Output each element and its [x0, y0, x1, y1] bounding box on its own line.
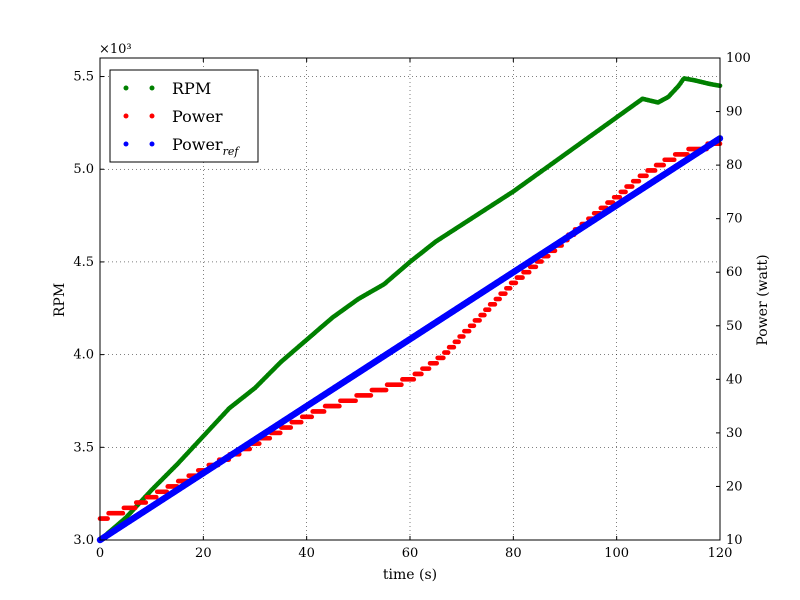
data-point [652, 168, 658, 173]
data-point [309, 414, 315, 420]
y-tick-label: 5.0 [73, 162, 94, 177]
y2-tick-label: 70 [726, 212, 743, 227]
data-point [461, 334, 466, 339]
data-point [503, 291, 508, 296]
data-point [153, 494, 159, 500]
legend-marker [149, 85, 155, 91]
data-point [451, 344, 457, 350]
y-tick-label: 5.5 [73, 70, 94, 85]
legend-box [109, 69, 259, 163]
data-point [644, 173, 649, 179]
data-point [143, 500, 149, 505]
data-point [337, 403, 342, 409]
y2-tick-label: 60 [726, 265, 743, 280]
data-point [513, 280, 519, 286]
data-point [520, 275, 525, 280]
data-point [486, 307, 492, 313]
data-point [671, 157, 677, 163]
axis-ticks: 0 20 40 60 80 100 120 3.0 3.5 4.0 4.5 5.0 5.5 10 20 30 4… [73, 51, 751, 561]
data-point [497, 296, 502, 302]
y2-tick-label: 50 [726, 319, 743, 334]
legend-label: Power [172, 107, 223, 126]
data-point [277, 430, 283, 436]
x-axis-title: time (s) [383, 567, 437, 583]
legend-marker [149, 113, 155, 119]
data-point [661, 162, 667, 168]
data-point [353, 398, 358, 404]
series-2 [96, 135, 724, 544]
data-point [247, 446, 253, 452]
data-point [383, 387, 389, 393]
data-point [298, 419, 304, 425]
y2-tick-label: 80 [726, 158, 743, 173]
legend-marker [123, 113, 129, 119]
y2-tick-label: 90 [726, 105, 743, 120]
data-point [426, 366, 432, 371]
data-point [288, 425, 294, 430]
data-point [471, 323, 477, 329]
data-point [120, 510, 126, 516]
data-point [617, 194, 623, 200]
data-point [434, 360, 440, 366]
data-point [507, 285, 513, 291]
x-tick-label: 60 [402, 546, 419, 561]
y2-tick-label: 30 [726, 426, 743, 441]
x-tick-label: 100 [604, 546, 629, 561]
data-point [539, 259, 544, 264]
data-point [546, 253, 551, 259]
y-axis-multiplier: ×10³ [99, 42, 132, 57]
data-point [419, 371, 424, 377]
data-point [256, 441, 262, 446]
y-tick-label: 4.0 [73, 348, 94, 363]
x-tick-label: 20 [195, 546, 212, 561]
legend-marker [149, 141, 155, 147]
y-axis-title: RPM [52, 283, 68, 317]
y2-tick-label: 100 [726, 51, 751, 66]
data-point [368, 393, 374, 398]
legend-marker [123, 141, 129, 147]
legend-label: RPM [172, 79, 211, 98]
plot-marks [96, 76, 724, 544]
x-tick-label: 0 [96, 546, 104, 561]
legend-marker [123, 85, 129, 91]
data-point [466, 328, 472, 334]
y-tick-label: 4.5 [73, 255, 94, 270]
data-point [132, 505, 138, 511]
data-point [456, 339, 461, 345]
x-tick-label: 80 [505, 546, 522, 561]
x-tick-label: 40 [298, 546, 315, 561]
data-point [477, 318, 482, 323]
data-point [399, 382, 404, 387]
y-tick-label: 3.5 [73, 440, 94, 455]
data-point [267, 435, 273, 441]
data-point [533, 264, 539, 270]
data-point [623, 189, 628, 195]
y-tick-label: 3.0 [73, 533, 94, 548]
data-point [321, 409, 327, 414]
y2-axis-title: Power (watt) [755, 254, 771, 345]
data-point [441, 355, 446, 361]
y2-tick-label: 20 [726, 479, 743, 494]
data-point [492, 302, 498, 307]
data-point [411, 377, 417, 382]
y2-tick-label: 10 [726, 533, 743, 548]
y2-tick-label: 40 [726, 372, 743, 387]
data-point [105, 516, 110, 521]
data-point [636, 178, 642, 184]
data-point [482, 312, 487, 318]
data-point [526, 269, 532, 275]
x-tick-label: 120 [708, 546, 733, 561]
data-point [629, 184, 635, 189]
data-point [445, 350, 451, 355]
